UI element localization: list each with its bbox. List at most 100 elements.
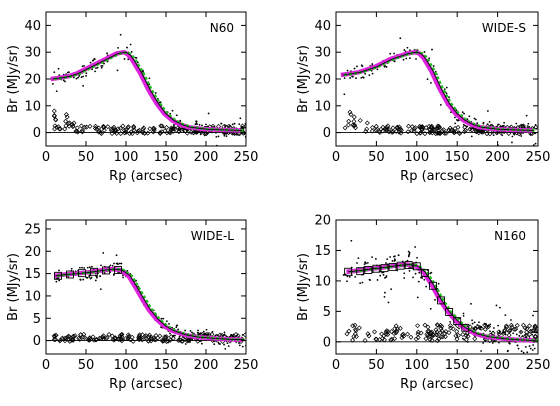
profile-point bbox=[233, 122, 236, 125]
background-point bbox=[242, 332, 246, 338]
background-point bbox=[141, 125, 147, 131]
profile-point bbox=[359, 282, 362, 285]
profile-point bbox=[490, 332, 493, 335]
background-point bbox=[532, 333, 538, 339]
profile-point bbox=[184, 343, 187, 345]
profile-point bbox=[487, 110, 489, 112]
profile-point bbox=[357, 257, 360, 260]
background-point bbox=[92, 125, 98, 131]
plot-area bbox=[46, 252, 246, 350]
background-point bbox=[137, 332, 143, 338]
background-point bbox=[151, 127, 157, 133]
profile-point bbox=[53, 71, 56, 74]
profile-point bbox=[118, 262, 121, 265]
profile-point bbox=[471, 319, 473, 322]
profile-point bbox=[371, 256, 373, 259]
background-point bbox=[168, 125, 174, 131]
background-point bbox=[362, 338, 368, 344]
background-point bbox=[413, 336, 419, 342]
profile-point bbox=[531, 333, 534, 336]
background-point bbox=[462, 127, 468, 133]
profile-point bbox=[533, 347, 536, 350]
background-point bbox=[350, 337, 356, 343]
background-point bbox=[108, 128, 114, 134]
x-tick-label: 0 bbox=[42, 358, 50, 373]
profile-point bbox=[414, 272, 417, 275]
plot-area bbox=[336, 37, 538, 146]
profile-point bbox=[532, 344, 535, 346]
background-point bbox=[475, 324, 481, 330]
profile-point bbox=[383, 295, 386, 298]
x-axis-title: Rp (arcsec) bbox=[109, 377, 183, 392]
profile-point bbox=[88, 266, 91, 269]
profile-point bbox=[230, 333, 233, 336]
profile-point bbox=[228, 125, 231, 127]
background-point bbox=[116, 336, 122, 342]
background-point bbox=[60, 336, 66, 342]
profile-point bbox=[169, 332, 171, 335]
profile-point bbox=[416, 296, 419, 299]
background-point bbox=[126, 333, 132, 339]
profile-point bbox=[363, 263, 366, 265]
x-tick-label: 0 bbox=[332, 150, 340, 165]
profile-point bbox=[95, 275, 98, 278]
profile-point bbox=[111, 264, 114, 267]
background-point bbox=[473, 128, 479, 134]
background-point bbox=[134, 130, 140, 136]
background-point bbox=[438, 329, 444, 335]
profile-point bbox=[85, 72, 88, 75]
profile-point bbox=[454, 122, 457, 125]
y-tick-label: 5 bbox=[33, 312, 41, 327]
profile-point bbox=[384, 291, 386, 294]
background-point bbox=[383, 331, 389, 337]
profile-point bbox=[241, 345, 244, 348]
profile-point bbox=[449, 320, 452, 323]
background-point bbox=[120, 123, 126, 129]
x-axis-title: Rp (arcsec) bbox=[109, 169, 183, 184]
profile-point bbox=[499, 306, 501, 309]
profile-point bbox=[443, 88, 446, 91]
profile-point bbox=[514, 132, 517, 134]
profile-point bbox=[426, 78, 429, 81]
y-tick-label: 15 bbox=[24, 267, 41, 282]
background-point bbox=[160, 338, 166, 344]
background-point bbox=[131, 125, 137, 131]
background-point bbox=[344, 331, 350, 337]
profile-point bbox=[524, 334, 527, 336]
background-point bbox=[159, 123, 165, 129]
profile-point bbox=[58, 269, 60, 272]
y-tick-label: 30 bbox=[24, 46, 41, 61]
profile-point bbox=[349, 77, 352, 79]
background-point bbox=[439, 128, 445, 134]
background-point bbox=[53, 332, 59, 338]
panel-wide-l: 0 50 100 150 200 250 0 5 10 15 20 25 Rp (arcsec) Br (… bbox=[6, 219, 258, 392]
background-point bbox=[164, 338, 170, 344]
profile-point bbox=[445, 92, 448, 95]
profile-point bbox=[217, 135, 220, 138]
bin-box bbox=[380, 264, 389, 273]
background-point bbox=[448, 325, 454, 331]
x-tick-label: 150 bbox=[445, 150, 470, 165]
profile-point bbox=[376, 68, 379, 71]
bin-box bbox=[102, 266, 110, 275]
profile-point bbox=[527, 122, 530, 125]
bin-box bbox=[114, 266, 122, 274]
profile-point bbox=[498, 330, 501, 333]
background-point bbox=[80, 334, 86, 340]
background-point bbox=[76, 335, 82, 341]
profile-point bbox=[506, 350, 509, 353]
profile-point bbox=[361, 281, 364, 284]
profile-point bbox=[77, 76, 80, 79]
profile-point bbox=[83, 64, 85, 67]
background-point bbox=[346, 118, 352, 124]
profile-point bbox=[467, 341, 469, 343]
bin-box bbox=[461, 323, 470, 332]
background-point bbox=[380, 124, 386, 130]
bin-box bbox=[54, 271, 62, 280]
background-point bbox=[112, 127, 118, 133]
background-point bbox=[516, 131, 522, 137]
bin-box bbox=[364, 265, 373, 274]
background-point bbox=[190, 130, 196, 136]
background-point bbox=[347, 109, 353, 115]
profile-point bbox=[497, 123, 499, 126]
